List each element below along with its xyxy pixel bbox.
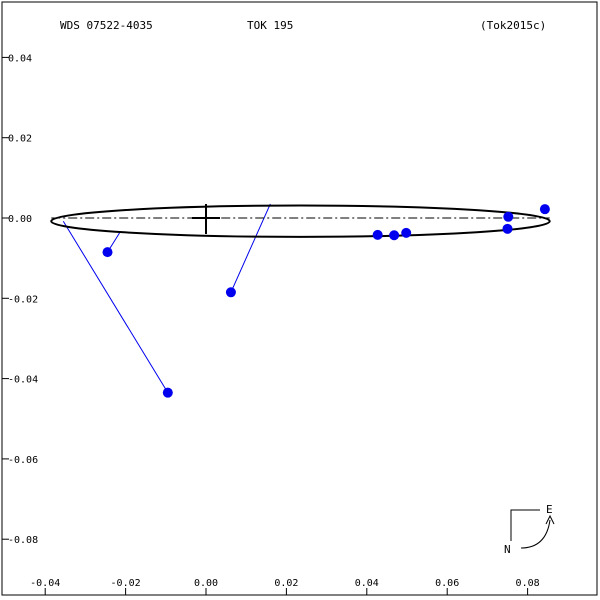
data-point [102, 247, 113, 258]
x-tick-label: 0.06 [435, 578, 459, 589]
header-discoverer: TOK 195 [247, 19, 293, 32]
data-point [389, 230, 400, 241]
data-point [372, 229, 383, 240]
y-tick-label: 0.04 [8, 53, 32, 64]
residual-line [230, 203, 271, 293]
data-points [102, 204, 550, 398]
header-wds-id: WDS 07522-4035 [60, 19, 153, 32]
compass-east-label: E [546, 503, 553, 516]
header-reference: (Tok2015c) [480, 19, 546, 32]
orbit-ellipse [50, 204, 551, 238]
orbit-group [50, 204, 551, 238]
y-tick-label: 0.00 [8, 214, 32, 225]
data-point [401, 227, 412, 238]
compass-arc-arrow [520, 519, 551, 549]
residual-lines [62, 203, 271, 393]
x-axis-ticks: -0.04 -0.02 0.00 0.02 0.04 0.06 0.08 [30, 578, 540, 595]
data-point [225, 287, 236, 298]
x-tick-label: 0.02 [274, 578, 298, 589]
x-tick-label: 0.04 [355, 578, 379, 589]
residual-line [62, 220, 169, 393]
y-tick-label: -0.08 [8, 535, 38, 546]
data-point [539, 204, 550, 215]
data-point [162, 387, 173, 398]
x-tick-label: -0.02 [111, 578, 141, 589]
x-tick-label: 0.00 [194, 578, 218, 589]
y-tick-label: -0.04 [8, 375, 38, 386]
data-point [502, 223, 513, 234]
compass-rose: E N [504, 503, 555, 556]
x-tick-label: 0.08 [516, 578, 540, 589]
y-tick-label: -0.02 [8, 294, 38, 305]
compass-arrow-head [545, 514, 555, 525]
y-tick-label: 0.02 [8, 134, 32, 145]
y-tick-label: -0.06 [8, 455, 38, 466]
y-axis-ticks: 0.04 0.02 0.00 -0.02 -0.04 -0.06 -0.08 [2, 53, 38, 546]
data-point [503, 211, 514, 222]
x-tick-label: -0.04 [30, 578, 60, 589]
compass-north-line [510, 509, 540, 541]
compass-north-label: N [504, 543, 511, 556]
